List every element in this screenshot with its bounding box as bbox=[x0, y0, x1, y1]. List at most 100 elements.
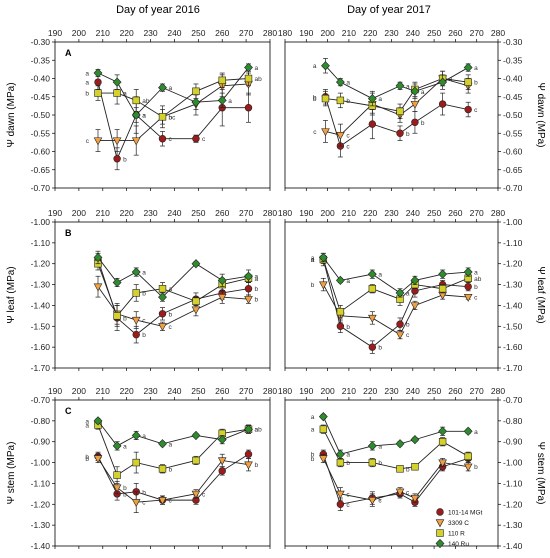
data-point bbox=[158, 82, 167, 93]
data-point bbox=[113, 89, 121, 97]
significance-label: b bbox=[421, 120, 425, 127]
significance-label: b bbox=[123, 485, 127, 492]
significance-label: b bbox=[311, 456, 315, 463]
x-tick-label: 280 bbox=[263, 386, 277, 396]
y-axis-label: Ψ dawn (MPa) bbox=[535, 82, 546, 147]
significance-label: b bbox=[346, 460, 350, 467]
panel-2: 180 190 200 210 220 230 240 250 260 270 280-0.30 -0… bbox=[278, 28, 546, 193]
y-tick-label: -1.20 bbox=[31, 259, 51, 269]
x-tick-label: 230 bbox=[384, 208, 398, 218]
y-tick-label: -0.70 bbox=[31, 183, 51, 193]
significance-label: b bbox=[311, 282, 315, 289]
data-point bbox=[192, 297, 200, 305]
significance-label: b bbox=[474, 464, 478, 471]
data-point bbox=[93, 137, 103, 146]
data-point bbox=[438, 285, 447, 293]
significance-label: a bbox=[311, 414, 315, 421]
y-tick-label: -1.50 bbox=[503, 321, 523, 331]
significance-label: b bbox=[142, 290, 146, 297]
x-tick-label: 220 bbox=[363, 208, 377, 218]
data-point bbox=[244, 103, 253, 112]
data-point bbox=[410, 494, 420, 503]
x-tick-label: 200 bbox=[321, 386, 335, 396]
data-point bbox=[132, 330, 140, 339]
y-tick-label: -1.40 bbox=[31, 541, 51, 551]
x-tick-label: 210 bbox=[96, 386, 110, 396]
significance-label: a bbox=[311, 257, 315, 264]
y-tick-label: -0.70 bbox=[31, 395, 51, 405]
x-tick-label: 230 bbox=[384, 28, 398, 38]
data-point bbox=[368, 343, 377, 351]
panel-letter: A bbox=[65, 48, 72, 58]
significance-label: a bbox=[142, 270, 146, 277]
x-tick-label: 210 bbox=[96, 208, 110, 218]
y-tick-label: -1.40 bbox=[503, 300, 523, 310]
significance-label: b bbox=[123, 156, 127, 163]
x-tick-label: 240 bbox=[406, 386, 420, 396]
data-point bbox=[319, 455, 328, 464]
legend-label: 110 R bbox=[448, 531, 465, 538]
significance-label: a bbox=[406, 83, 410, 90]
data-point bbox=[463, 293, 473, 302]
x-tick-label: 220 bbox=[120, 28, 134, 38]
data-point bbox=[395, 488, 405, 497]
data-point bbox=[93, 455, 103, 464]
data-point bbox=[217, 275, 227, 286]
y-tick-label: -1.40 bbox=[503, 541, 523, 551]
data-point bbox=[335, 275, 345, 286]
series-line bbox=[322, 454, 469, 505]
data-point bbox=[158, 310, 167, 318]
x-tick-label: 260 bbox=[448, 386, 462, 396]
significance-label: b bbox=[406, 131, 410, 138]
y-tick-label: -1.20 bbox=[31, 499, 51, 509]
legend-label: 140 Ru bbox=[448, 541, 469, 548]
data-point bbox=[244, 62, 253, 73]
data-point bbox=[336, 458, 345, 467]
significance-label: b bbox=[142, 332, 146, 339]
data-point bbox=[132, 96, 140, 105]
series-line bbox=[97, 458, 249, 503]
y-tick-label: -1.60 bbox=[503, 342, 523, 352]
significance-label: a bbox=[474, 65, 478, 72]
x-tick-label: 240 bbox=[167, 208, 181, 218]
significance-label: b bbox=[346, 98, 350, 105]
data-point bbox=[217, 95, 227, 106]
x-tick-label: 260 bbox=[215, 208, 229, 218]
significance-label: a bbox=[421, 89, 425, 96]
significance-label: b bbox=[313, 94, 317, 101]
data-point bbox=[336, 96, 345, 105]
data-point bbox=[319, 425, 328, 433]
significance-label: a bbox=[123, 443, 127, 450]
x-tick-label: 260 bbox=[215, 28, 229, 38]
y-tick-label: -0.65 bbox=[503, 165, 523, 175]
x-tick-label: 230 bbox=[384, 386, 398, 396]
data-point bbox=[321, 128, 330, 137]
significance-label: a bbox=[85, 418, 89, 425]
data-point bbox=[395, 439, 405, 449]
series-line bbox=[97, 420, 249, 447]
y-tick-label: -0.80 bbox=[503, 416, 523, 426]
y-axis-label: Ψ stem (MPa) bbox=[535, 442, 546, 505]
data-point bbox=[336, 500, 345, 508]
y-tick-label: -0.90 bbox=[31, 437, 51, 447]
data-point bbox=[158, 497, 167, 505]
data-point bbox=[158, 465, 167, 473]
x-tick-label: 240 bbox=[406, 208, 420, 218]
significance-label: a bbox=[311, 255, 315, 262]
y-tick-label: -0.70 bbox=[503, 183, 523, 193]
series-110-r: baa bbox=[94, 257, 259, 327]
data-point bbox=[112, 137, 122, 146]
significance-label: a bbox=[474, 429, 478, 436]
x-tick-label: 250 bbox=[427, 386, 441, 396]
significance-label: a bbox=[169, 85, 173, 92]
y-tick-label: -1.00 bbox=[503, 458, 523, 468]
panel-1: 190 200 210 220 230 240 250 260 270 280 -0.30 -0.35… bbox=[6, 28, 277, 193]
significance-label: a bbox=[346, 80, 350, 87]
significance-label: b bbox=[313, 96, 317, 103]
x-tick-label: 200 bbox=[321, 28, 335, 38]
significance-label: b bbox=[85, 91, 89, 98]
significance-label: c bbox=[313, 129, 317, 136]
y-tick-label: -0.30 bbox=[31, 37, 51, 47]
data-point bbox=[131, 430, 141, 441]
